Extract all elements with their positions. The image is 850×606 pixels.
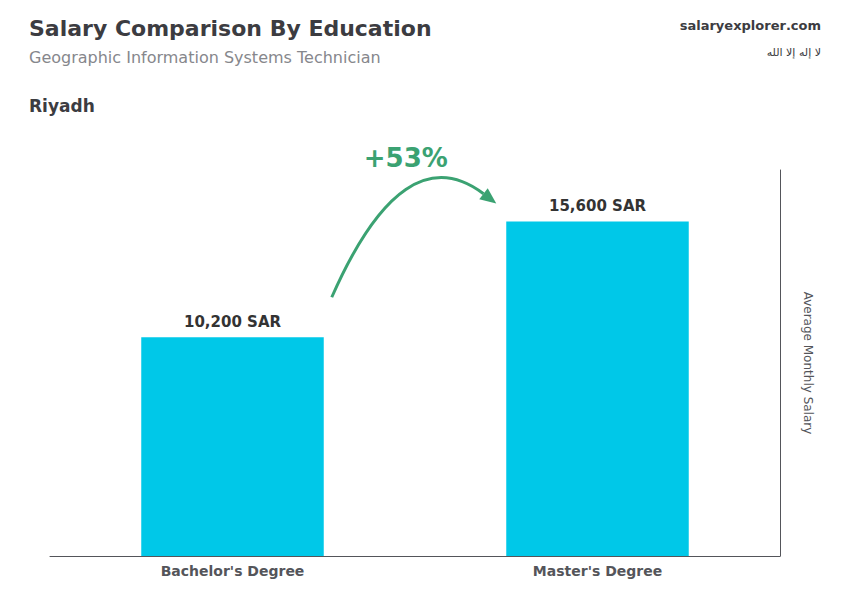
svg-text:salary: salary (680, 18, 725, 33)
svg-text:explorer: explorer (724, 18, 786, 33)
svg-text:Master's Degree: Master's Degree (533, 563, 662, 579)
svg-text:Bachelor's Degree: Bachelor's Degree (161, 563, 305, 579)
svg-text:لا إله إلا الله: لا إله إلا الله (767, 46, 821, 59)
svg-text:Average Monthly Salary: Average Monthly Salary (801, 292, 815, 435)
svg-text:15,600 SAR: 15,600 SAR (549, 197, 647, 215)
svg-text:Salary Comparison By Education: Salary Comparison By Education (29, 16, 432, 41)
svg-text:Riyadh: Riyadh (29, 96, 95, 116)
svg-text:Geographic Information Systems: Geographic Information Systems Technicia… (29, 48, 381, 67)
svg-text:.com: .com (786, 18, 821, 33)
svg-text:+53%: +53% (364, 143, 448, 173)
svg-text:10,200 SAR: 10,200 SAR (184, 313, 282, 331)
